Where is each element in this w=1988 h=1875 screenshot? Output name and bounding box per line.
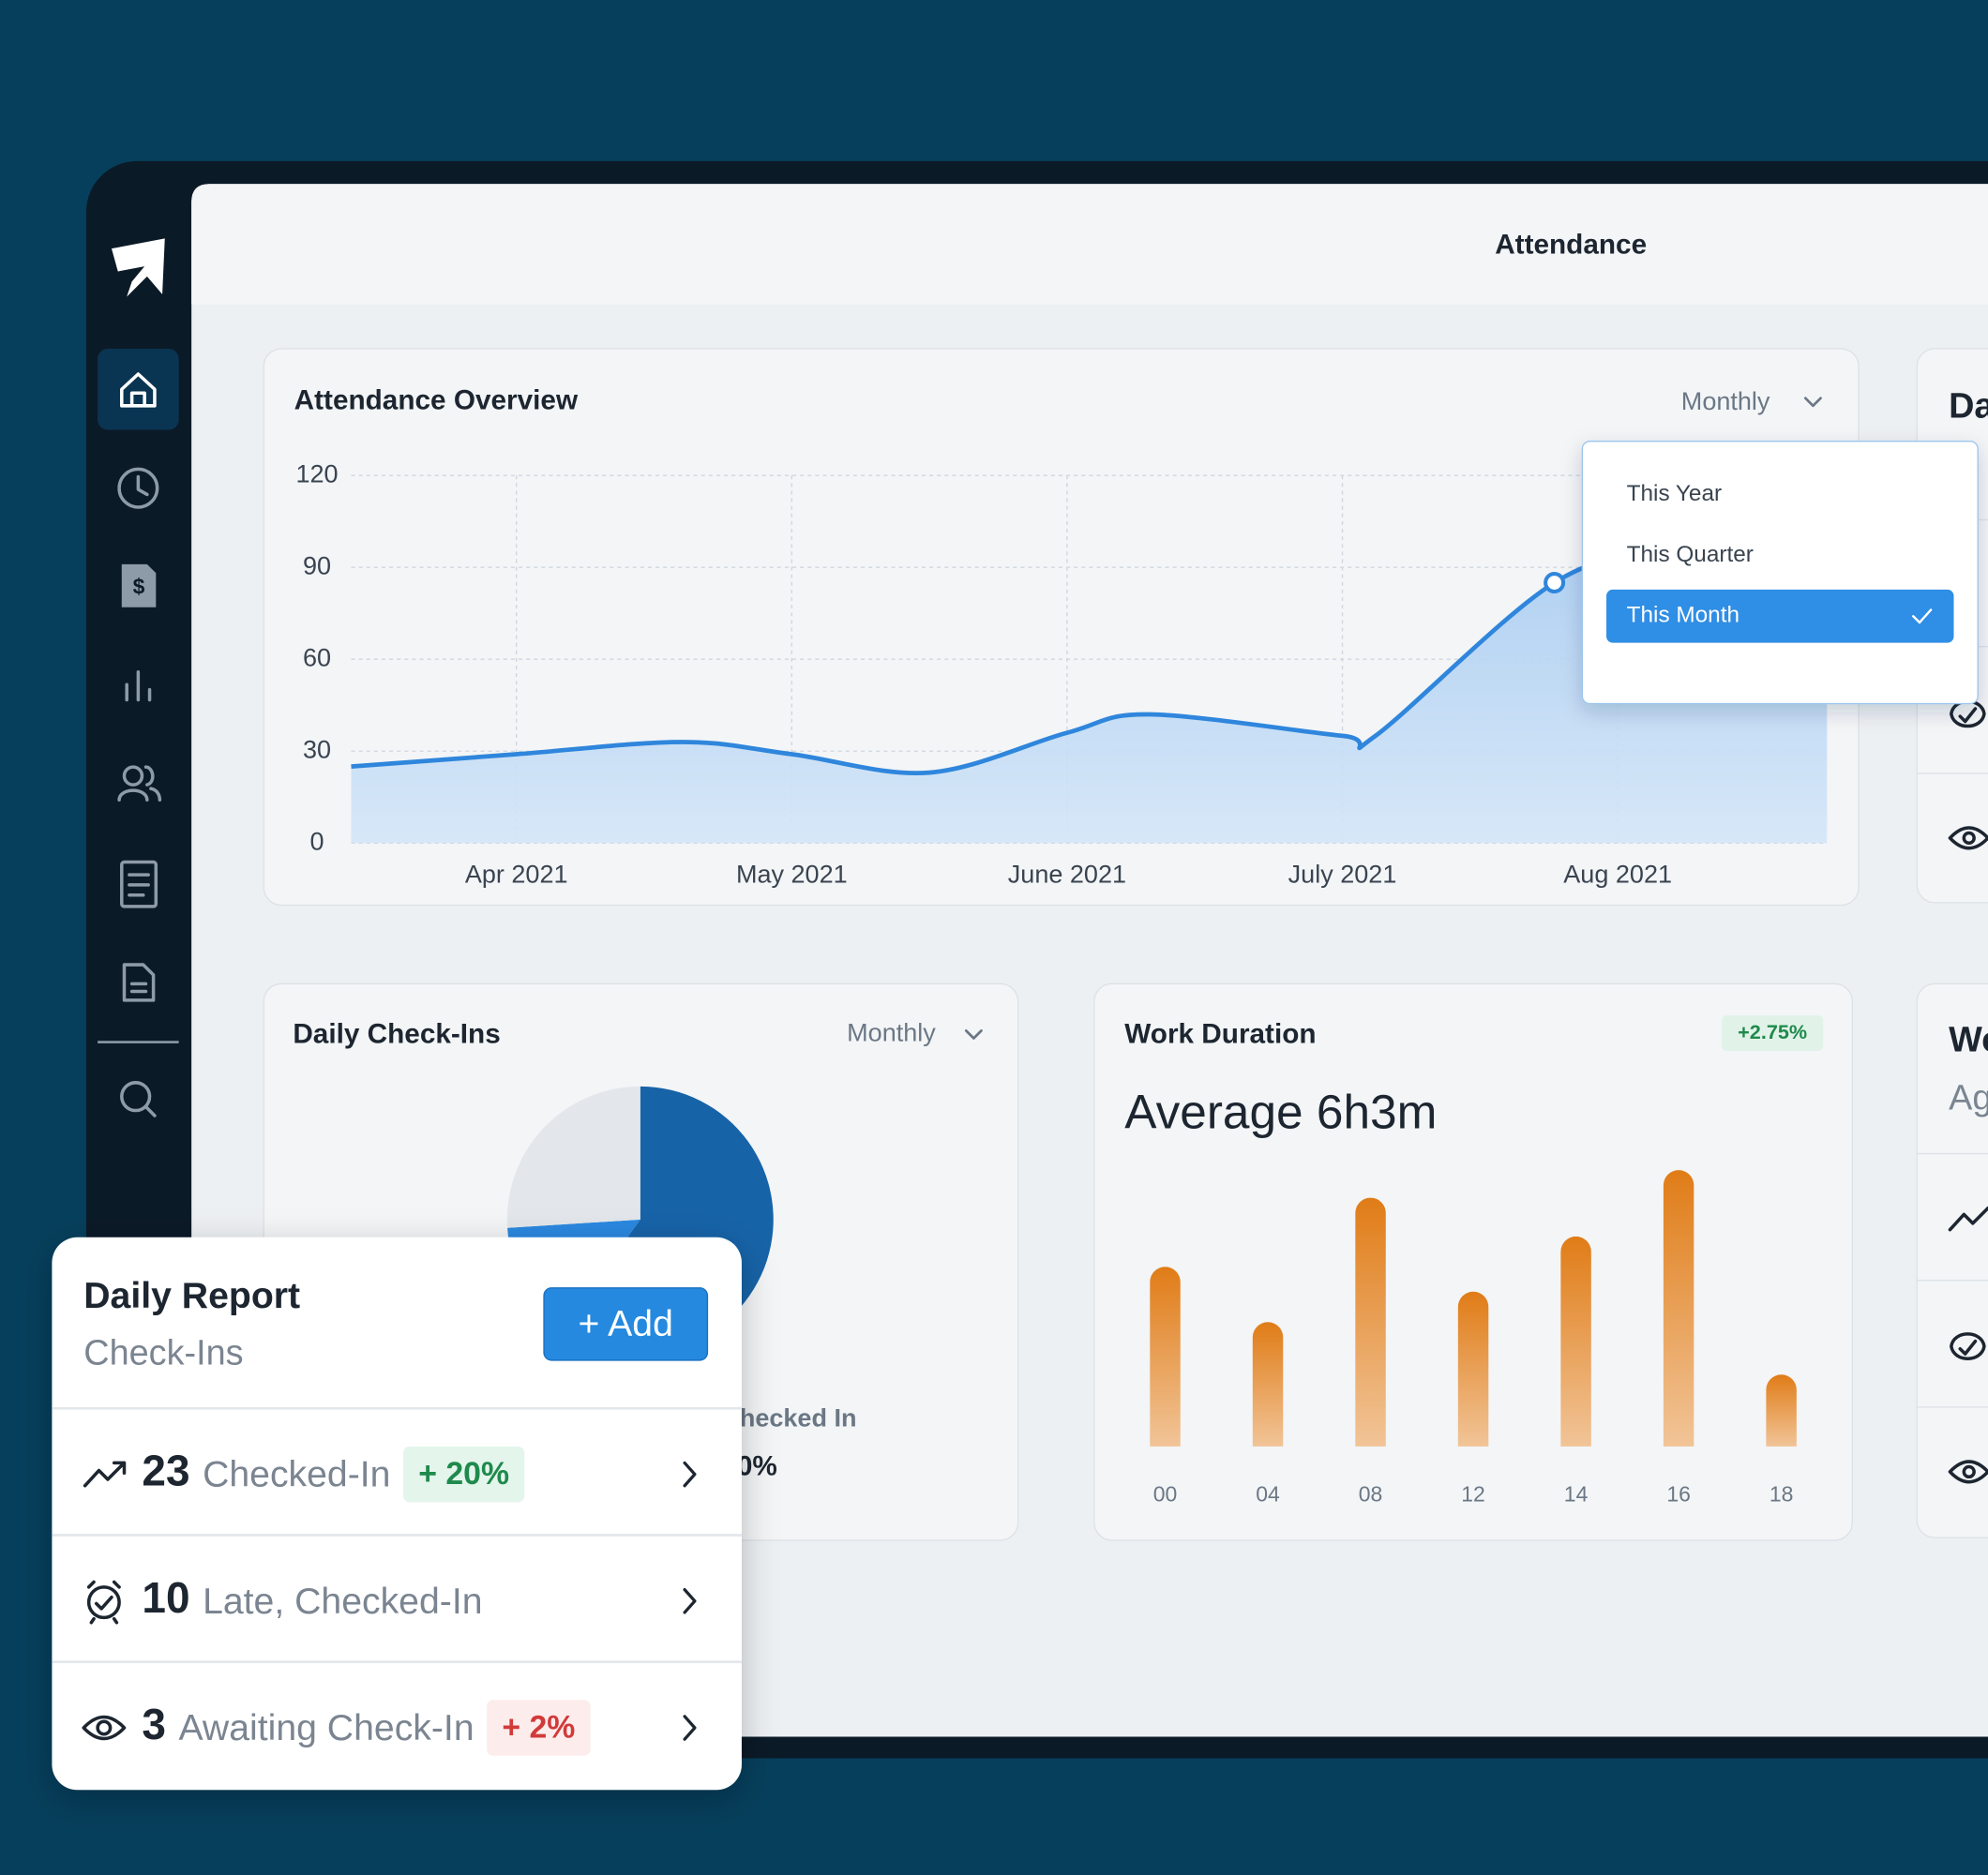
bar (1457, 1291, 1489, 1447)
menu-items: This Year This Quarter This Month (1606, 481, 1954, 643)
row-chevron[interactable] (683, 1461, 697, 1488)
x-tick-label: 14 (1564, 1482, 1589, 1507)
menu-item[interactable]: This Quarter (1627, 542, 1754, 567)
overview-chart: 0 30 60 90 120 Apr 2021 May 2021 June 2021 July … (295, 459, 1828, 889)
eye-icon (1948, 826, 1988, 850)
add-button-label[interactable]: + Add (579, 1304, 673, 1344)
y-tick-label: 90 (303, 551, 331, 579)
x-tick-label: May 2021 (736, 861, 848, 889)
menu-item[interactable]: This Month (1627, 603, 1740, 628)
bar (1560, 1236, 1591, 1447)
period-select[interactable]: Monthly (847, 1019, 936, 1047)
logo (111, 238, 165, 297)
home-icon (120, 372, 157, 408)
trend-icon (83, 1461, 127, 1488)
bar (1150, 1267, 1181, 1447)
bar (1663, 1170, 1694, 1447)
row-count: 23 (142, 1447, 189, 1495)
bar-chart: 00 04 08 12 14 16 18 (1150, 1170, 1797, 1507)
change-badge (487, 1700, 591, 1756)
menu-item[interactable]: This Year (1627, 481, 1722, 506)
change-text: + 20% (418, 1456, 509, 1492)
nav-files[interactable] (122, 963, 156, 1002)
change-badge (403, 1446, 525, 1503)
nav-search[interactable] (120, 1081, 157, 1118)
bar (1252, 1322, 1284, 1447)
page-title: Attendance (1495, 229, 1647, 260)
change-badge (1722, 1015, 1824, 1052)
change-text: + 2% (502, 1709, 575, 1745)
x-tick-label: Aug 2021 (1563, 861, 1672, 889)
x-tick-label: 04 (1256, 1482, 1280, 1507)
x-tick-label: 12 (1461, 1482, 1485, 1507)
header-bar (191, 184, 1988, 305)
pie-slice (506, 1086, 640, 1228)
x-tick-label: 16 (1666, 1482, 1691, 1507)
highlight-point (1544, 572, 1566, 594)
report-subtitle: Check-Ins (83, 1333, 243, 1372)
side-card-title: Wo (1949, 1021, 1988, 1060)
report-panel (52, 1237, 742, 1791)
side-card-subtitle: Ag (1949, 1079, 1988, 1118)
side-card-title: Da (1949, 387, 1988, 427)
line-area (351, 536, 1828, 844)
row-chevron[interactable] (683, 1715, 697, 1741)
y-tick-label: 30 (303, 735, 331, 763)
report-rows: 23 Checked-In + 20% 10 Late, Checked-In 3 Awai… (142, 1446, 591, 1756)
x-tick-label: June 2021 (1008, 861, 1126, 889)
nav-people[interactable] (117, 765, 162, 802)
nav-reports[interactable] (125, 669, 152, 702)
y-tick-label: 60 (303, 643, 331, 671)
sidebar: $ (98, 238, 179, 1118)
legend-label: Checked In (721, 1404, 856, 1432)
eye-icon (1948, 1460, 1988, 1484)
daily-report-card: Daily Report Check-Ins + Add 23 Checked-I… (52, 1237, 742, 1791)
svg-text:$: $ (133, 575, 145, 599)
card-title: Work Duration (1124, 1019, 1316, 1050)
x-tick-label: July 2021 (1288, 861, 1397, 889)
chevron (1803, 397, 1822, 408)
add-button[interactable] (543, 1287, 709, 1361)
row-chevron[interactable] (683, 1588, 697, 1614)
row-count: 10 (142, 1573, 189, 1622)
row-label: Checked-In (203, 1455, 390, 1495)
alarm-icon (1950, 1332, 1986, 1360)
row-label: Awaiting Check-In (179, 1708, 474, 1748)
x-tick-label: 08 (1359, 1482, 1383, 1507)
alarm-icon (86, 1580, 121, 1625)
x-tick-label: 18 (1770, 1482, 1794, 1507)
x-tick-label: Apr 2021 (465, 861, 568, 889)
chevron (964, 1029, 983, 1040)
nav-home[interactable] (98, 348, 179, 430)
bar (1766, 1374, 1797, 1447)
card-title: Attendance Overview (294, 385, 579, 416)
summary: Average 6h3m (1124, 1085, 1437, 1139)
eye-icon (82, 1715, 127, 1741)
trend-icon (1948, 1206, 1988, 1232)
work-duration-card (1093, 982, 1854, 1541)
change-text: +2.75% (1738, 1020, 1807, 1043)
row-count: 3 (142, 1700, 166, 1748)
side-card (1916, 982, 1988, 1538)
menu-item-selected[interactable] (1606, 589, 1954, 643)
bar (1355, 1197, 1386, 1447)
row-label: Late, Checked-In (203, 1582, 482, 1622)
x-tick-label: 00 (1153, 1482, 1178, 1507)
check-icon (1912, 608, 1933, 624)
y-tick-label: 120 (295, 459, 338, 488)
nav-time[interactable] (117, 467, 159, 509)
report-title: Daily Report (83, 1276, 300, 1316)
nav-billing[interactable]: $ (121, 563, 157, 608)
y-tick-label: 0 (309, 827, 324, 855)
nav-documents[interactable] (120, 860, 158, 908)
period-menu: This Year This Quarter This Month (1581, 441, 1979, 705)
period-select[interactable]: Monthly (1681, 387, 1770, 415)
card-title: Daily Check-Ins (293, 1019, 500, 1050)
